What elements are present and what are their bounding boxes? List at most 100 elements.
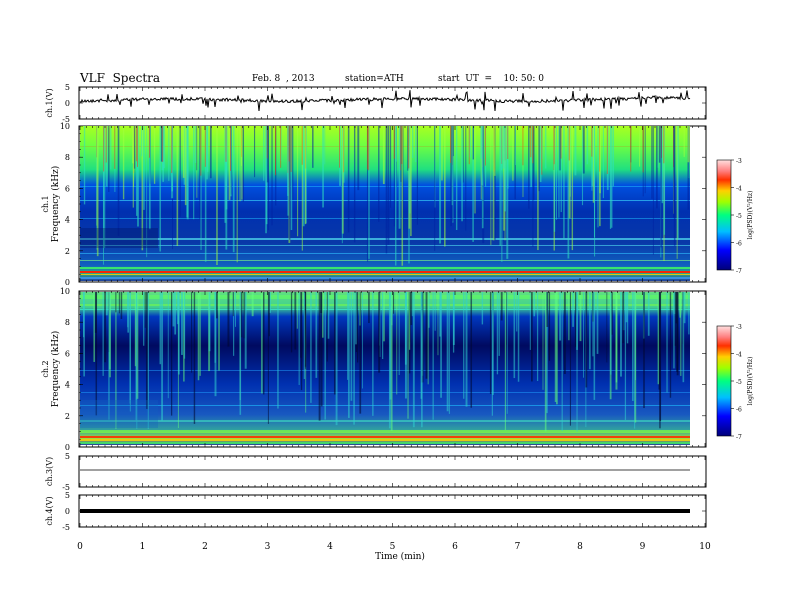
x-tick-label: 5 — [390, 542, 396, 552]
sferic-streak — [153, 126, 156, 184]
sferic-streak — [235, 292, 236, 327]
sferic-streak — [556, 292, 558, 405]
sferic-streak — [644, 126, 646, 194]
sferic-streak — [441, 126, 443, 181]
sferic-streak — [415, 126, 417, 163]
sferic-streak — [632, 292, 634, 401]
sferic-streak — [280, 126, 282, 168]
sferic-streak — [263, 126, 265, 181]
y-tick-label: 0 — [65, 507, 70, 516]
sferic-streak — [606, 126, 609, 190]
sferic-streak — [522, 126, 524, 166]
colorbar-tick-label: -3 — [736, 324, 742, 331]
sferic-streak — [589, 292, 591, 370]
ch4-waveform-band — [80, 509, 690, 513]
sferic-streak — [451, 126, 453, 206]
sferic-streak — [288, 126, 290, 162]
sferic-streak — [261, 292, 263, 394]
sferic-streak — [596, 292, 599, 354]
colorbar-tick-label: -3 — [736, 158, 742, 165]
sferic-streak — [145, 292, 148, 409]
sferic-streak — [320, 292, 323, 407]
sferic-streak — [186, 126, 189, 220]
sferic-streak — [83, 292, 85, 377]
sferic-streak — [571, 126, 574, 251]
sferic-streak — [209, 126, 212, 179]
sferic-streak — [105, 292, 108, 316]
sferic-streak — [492, 292, 494, 395]
sferic-streak — [347, 292, 349, 380]
sferic-streak — [507, 126, 509, 159]
sferic-streak — [171, 126, 173, 174]
sferic-streak — [339, 126, 340, 168]
colorbar-tick-label: -4 — [736, 352, 742, 359]
sferic-streak — [515, 126, 517, 166]
sferic-streak — [378, 292, 381, 373]
sferic-streak — [127, 292, 129, 328]
sferic-streak — [277, 292, 279, 409]
sferic-streak — [597, 126, 599, 228]
sferic-streak — [232, 126, 235, 253]
x-tick-label: 2 — [202, 542, 208, 552]
sferic-streak — [408, 292, 411, 350]
sferic-streak — [538, 126, 540, 192]
spectral-band — [80, 405, 690, 406]
sferic-streak — [647, 292, 650, 336]
sferic-streak — [560, 126, 562, 159]
sferic-streak — [94, 292, 97, 333]
sferic-streak — [514, 126, 516, 200]
sferic-streak — [432, 292, 434, 420]
y-axis-label: ch.4(V) — [45, 496, 54, 525]
sferic-streak — [404, 292, 407, 365]
sferic-streak — [410, 126, 412, 237]
sferic-streak — [103, 126, 105, 172]
sferic-streak — [489, 292, 492, 394]
sferic-streak — [143, 126, 145, 210]
sferic-streak — [193, 126, 195, 220]
sferic-streak — [689, 126, 690, 162]
y-tick-label: 5 — [65, 452, 70, 461]
sferic-streak — [251, 292, 254, 317]
sferic-streak — [625, 292, 628, 323]
spectral-band — [80, 238, 690, 240]
sferic-streak — [244, 292, 247, 369]
sferic-streak — [639, 126, 641, 167]
sferic-streak — [576, 292, 578, 432]
sferic-streak — [267, 292, 269, 424]
sferic-streak — [236, 126, 238, 263]
sferic-streak — [553, 126, 555, 165]
y-tick-label: 5 — [65, 83, 70, 92]
sferic-streak — [401, 126, 403, 165]
sferic-streak — [216, 126, 218, 265]
sferic-streak — [651, 126, 653, 199]
sferic-streak — [679, 292, 681, 318]
sferic-streak — [262, 292, 265, 395]
sferic-streak — [115, 292, 117, 313]
sferic-streak — [162, 126, 165, 182]
sferic-streak — [591, 126, 593, 191]
sferic-streak — [200, 126, 202, 250]
sferic-streak — [103, 126, 106, 249]
sferic-streak — [585, 292, 588, 388]
sferic-streak — [682, 292, 685, 383]
sferic-streak — [359, 292, 361, 326]
sferic-streak — [233, 292, 235, 356]
sferic-streak — [567, 126, 570, 259]
sferic-streak — [176, 292, 179, 325]
sferic-streak — [168, 126, 170, 181]
sferic-streak — [227, 292, 230, 347]
sferic-streak — [528, 126, 530, 209]
sferic-streak — [574, 292, 577, 347]
y-tick-label: 2 — [65, 247, 70, 256]
y-tick-label: 0 — [65, 278, 70, 287]
sferic-streak — [657, 292, 659, 385]
sferic-streak — [676, 126, 679, 239]
sferic-streak — [620, 292, 622, 377]
sferic-streak — [267, 126, 269, 231]
sferic-streak — [673, 292, 676, 315]
sferic-streak — [253, 126, 256, 178]
colorbar-tick-label: -7 — [736, 268, 742, 275]
sferic-streak — [304, 292, 307, 367]
sferic-streak — [407, 292, 409, 419]
